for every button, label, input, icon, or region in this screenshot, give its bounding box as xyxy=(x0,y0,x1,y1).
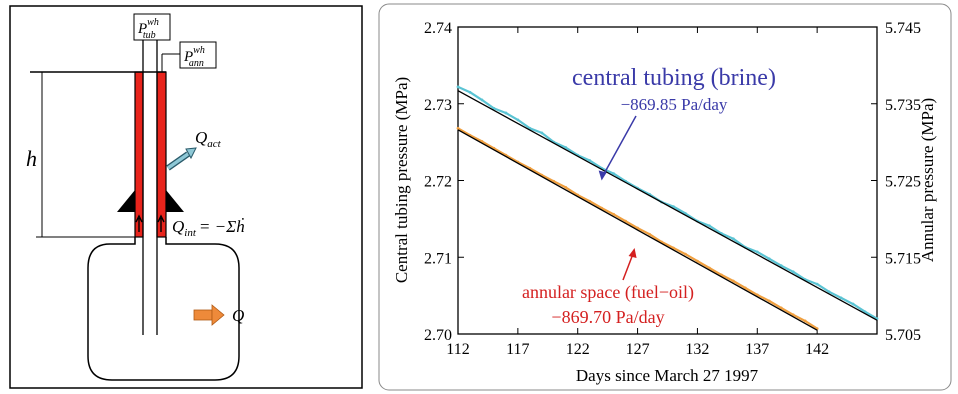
y2-tick-label: 5.715 xyxy=(885,250,921,267)
small-up-arrow-right xyxy=(157,214,165,232)
x-tick-label: 117 xyxy=(506,341,529,358)
annular-data-point xyxy=(552,179,556,183)
tubing-data-line xyxy=(457,85,878,320)
up-arrowhead-left xyxy=(117,190,135,212)
well-schematic-diagram: h Pwh tub Pwh ann Qact Qint = −Σḣ Q xyxy=(9,5,363,389)
annular-data-point xyxy=(588,199,592,203)
p-ann-label: Pwh ann xyxy=(183,45,205,69)
tubing-annotation-arrow xyxy=(603,115,637,175)
tubing-data-point xyxy=(767,257,771,261)
annular-data-point xyxy=(767,299,771,303)
tubing-data-point xyxy=(504,111,508,115)
tubing-annotation-arrowhead xyxy=(598,170,607,181)
x-tick-label: 142 xyxy=(805,341,829,358)
y2-tick-label: 5.735 xyxy=(885,97,921,114)
tubing-data-point xyxy=(588,159,592,162)
annular-data-point xyxy=(696,259,699,263)
annular-data-point xyxy=(755,293,759,297)
annular-data-point xyxy=(612,212,616,216)
up-arrowhead-right xyxy=(166,190,184,212)
annular-annotation-arrow xyxy=(622,254,634,281)
tubing-data-point xyxy=(456,85,460,89)
annular-data-point xyxy=(648,232,651,236)
chart-frame xyxy=(378,3,952,391)
annular-data-point xyxy=(600,206,604,210)
x-tick-label: 122 xyxy=(566,341,590,358)
annular-fit-line xyxy=(457,129,818,331)
x-tick-label: 127 xyxy=(626,341,650,358)
annular-data-point xyxy=(684,252,687,256)
small-up-arrow-left xyxy=(135,214,143,232)
p-tub-box xyxy=(133,13,171,41)
tubing-data-point xyxy=(492,106,496,110)
q-label: Q xyxy=(232,306,244,325)
annular-data-point xyxy=(672,246,675,250)
annulus-right xyxy=(156,71,167,238)
tubing-annotation-title: central tubing (brine) xyxy=(572,65,776,91)
annular-annotation-arrowhead xyxy=(628,248,637,259)
y-tick-label: 2.73 xyxy=(424,97,452,114)
tubing-data-point xyxy=(540,131,544,135)
tubing-data-point xyxy=(516,118,520,122)
annular-annotation-title: annular space (fuel−oil) xyxy=(522,282,694,303)
annular-data-point xyxy=(480,139,484,143)
tubing-data-point xyxy=(851,302,855,306)
annular-data-point xyxy=(564,186,568,189)
tubing-data-point xyxy=(731,237,735,241)
annular-annotation-rate: −869.70 Pa/day xyxy=(551,307,664,327)
tubing-data-point xyxy=(791,270,795,274)
y-tick-label: 2.71 xyxy=(424,250,452,267)
tubing-fit-line xyxy=(457,90,878,321)
h-label: h xyxy=(26,146,37,171)
tubing-data-point xyxy=(827,290,831,294)
y2-axis-label: Annular pressure (MPa) xyxy=(918,98,937,262)
tubing-data-point xyxy=(839,296,843,300)
annular-data-point xyxy=(791,313,795,317)
annular-data-point xyxy=(743,286,747,290)
tubing-data-point xyxy=(480,98,484,102)
annular-data-point xyxy=(719,273,723,277)
tubing-data-point xyxy=(708,224,711,228)
annular-data-point xyxy=(636,226,639,230)
q-arrow xyxy=(193,304,225,326)
y-tick-label: 2.70 xyxy=(424,327,452,344)
cavern-outline xyxy=(87,237,240,381)
annular-data-point xyxy=(456,126,460,130)
annulus-left xyxy=(134,71,144,238)
tubing-data-point xyxy=(815,282,819,286)
tubing-data-point xyxy=(612,172,616,175)
p-ann-box xyxy=(179,41,217,69)
y-axis-label: Central tubing pressure (MPa) xyxy=(392,77,411,283)
annular-data-point xyxy=(803,319,807,323)
y2-tick-label: 5.725 xyxy=(885,174,921,191)
y2-tick-label: 5.745 xyxy=(885,20,921,37)
q-int-label: Qint = −Σḣ xyxy=(172,217,245,239)
tubing-data-point xyxy=(672,205,675,208)
q-act-arrow xyxy=(166,147,197,171)
x-tick-label: 132 xyxy=(685,341,709,358)
tubing-annotation-rate: −869.85 Pa/day xyxy=(621,95,728,114)
x-axis-label: Days since March 27 1997 xyxy=(576,366,759,385)
tubing-data-point xyxy=(564,146,568,149)
tubing-data-point xyxy=(779,264,783,268)
tubing-data-point xyxy=(468,90,472,94)
annular-data-point xyxy=(731,279,735,283)
annular-data-point xyxy=(708,266,711,270)
pressure-chart: 112 117 122 127 132 137 142 2.70 2.71 2.72 2.73 2.7… xyxy=(378,3,952,391)
tubing-data-point xyxy=(863,310,867,314)
x-tick-label: 112 xyxy=(446,341,469,358)
y-tick-label: 2.74 xyxy=(424,20,452,37)
tubing-data-point xyxy=(755,250,759,254)
q-act-label: Qact xyxy=(195,128,222,150)
y2-tick-label: 5.705 xyxy=(885,327,921,344)
annular-data-point xyxy=(624,219,627,223)
x-tick-label: 137 xyxy=(745,341,769,358)
annular-data-point xyxy=(779,306,783,310)
y-tick-label: 2.72 xyxy=(424,174,452,191)
p-tub-label: Pwh tub xyxy=(137,17,159,41)
